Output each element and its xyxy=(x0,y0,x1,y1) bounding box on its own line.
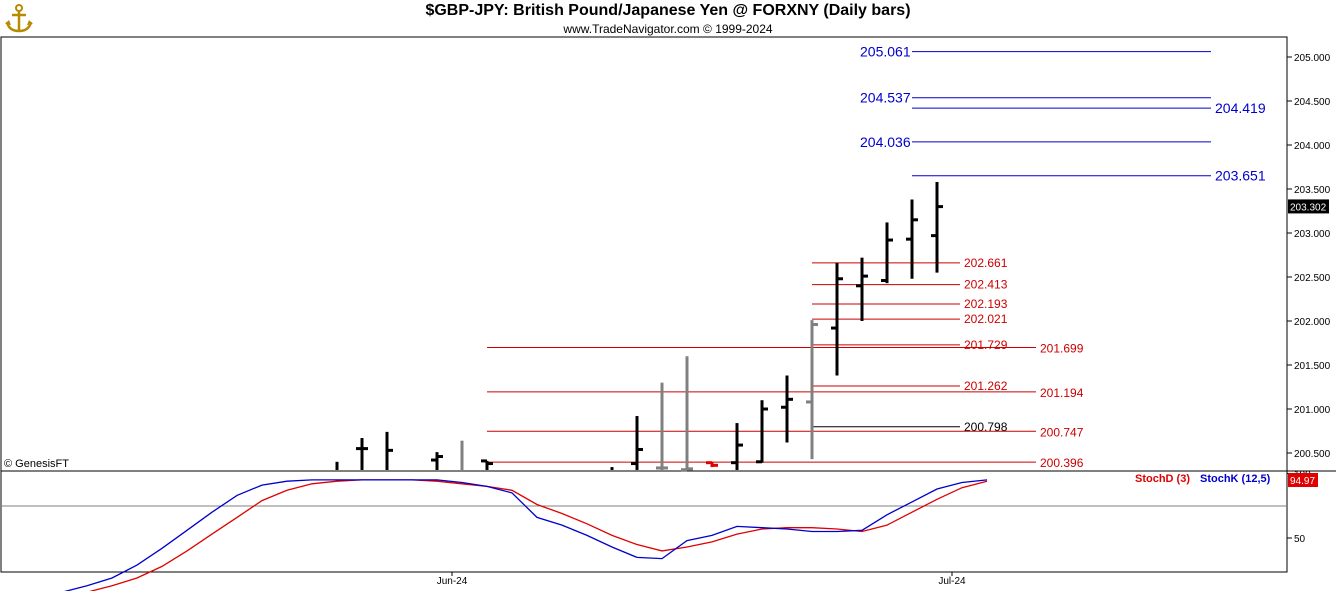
ohlc-bar xyxy=(681,356,693,472)
ohlc-bar xyxy=(831,262,843,376)
red-level-label: 200.396 xyxy=(1040,456,1084,470)
chart-subtitle: www.TradeNavigator.com © 1999-2024 xyxy=(563,22,773,36)
blue-level-label: 204.537 xyxy=(860,90,911,106)
red-level-label: 201.262 xyxy=(964,379,1008,393)
ohlc-bar xyxy=(856,257,868,321)
ohlc-bar xyxy=(631,416,643,470)
date-axis: Jun-24 Jul-24 xyxy=(437,572,966,587)
red-level-label: 200.747 xyxy=(1040,425,1084,439)
price-axis: 205.000 204.500 204.000 203.500 203.000 202.5… xyxy=(1287,53,1331,460)
red-level-label: 201.194 xyxy=(1040,386,1084,400)
y-tick-label: 205.000 xyxy=(1294,53,1331,64)
ohlc-bar xyxy=(931,181,943,273)
stoch-current-label: 94.97 xyxy=(1290,476,1315,487)
chart-frame: © GenesisFT xyxy=(0,36,1336,573)
y-tick-label: 204.000 xyxy=(1294,141,1331,152)
ohlc-bar xyxy=(806,320,818,460)
red-level-label: 202.193 xyxy=(964,297,1008,311)
ohlc-bar xyxy=(756,400,768,464)
x-tick-label: Jul-24 xyxy=(938,576,966,587)
stochk-line xyxy=(64,479,988,591)
blue-level-label: 203.651 xyxy=(1215,168,1266,184)
current-price-label: 203.302 xyxy=(1290,202,1327,213)
ohlc-bar xyxy=(431,452,443,470)
ohlc-bar xyxy=(385,431,393,470)
red-level-label: 202.413 xyxy=(964,278,1008,292)
red-level-label: 202.661 xyxy=(964,256,1008,270)
ohlc-bar xyxy=(781,375,793,443)
watermark-text: © GenesisFT xyxy=(4,458,69,470)
y-tick-label: 202.000 xyxy=(1294,317,1331,328)
y-tick-label: 200.500 xyxy=(1294,449,1331,460)
y-tick-label: 202.500 xyxy=(1294,273,1331,284)
stoch-current-box xyxy=(1288,472,1318,487)
y-tick-label: 203.500 xyxy=(1294,185,1331,196)
y-tick-label: 201.500 xyxy=(1294,361,1331,372)
x-tick-label: Jun-24 xyxy=(437,576,468,587)
y-tick-label: 203.000 xyxy=(1294,229,1331,240)
fibonacci-levels: 205.061 204.537 204.419 204.036 203.651 202.6… xyxy=(487,44,1266,470)
red-level-label: 201.699 xyxy=(1040,341,1084,355)
current-price-box xyxy=(1288,199,1329,214)
anchor-logo-icon xyxy=(5,4,33,33)
ohlc-bar xyxy=(881,222,893,284)
blue-level-label: 204.419 xyxy=(1215,100,1266,116)
legend-stochk: StochK (12,5) xyxy=(1200,473,1271,485)
ohlc-bar xyxy=(906,199,918,279)
ohlc-bar xyxy=(356,438,368,470)
price-bars xyxy=(335,181,943,472)
y-tick-label: 201.000 xyxy=(1294,405,1331,416)
ohlc-bar xyxy=(481,459,493,470)
stoch-tick-label: 50 xyxy=(1294,534,1306,545)
blue-level-label: 205.061 xyxy=(860,44,911,60)
chart-title: $GBP-JPY: British Pound/Japanese Yen @ F… xyxy=(425,2,911,19)
y-tick-label: 204.500 xyxy=(1294,97,1331,108)
ohlc-bar xyxy=(731,423,743,470)
red-level-label: 202.021 xyxy=(964,312,1008,326)
ohlc-bar xyxy=(656,382,668,470)
black-level-label: 200.798 xyxy=(964,420,1008,434)
ohlc-bar xyxy=(706,461,718,468)
legend-stochd: StochD (3) xyxy=(1135,473,1190,485)
stochd-line xyxy=(89,479,988,591)
blue-level-label: 204.036 xyxy=(860,134,911,150)
plot-border xyxy=(0,36,1288,573)
red-level-label: 201.729 xyxy=(964,338,1008,352)
